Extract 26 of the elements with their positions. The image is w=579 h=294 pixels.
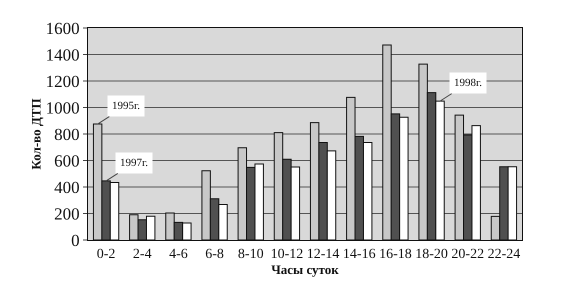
x-tick-label: 2-4	[132, 246, 152, 262]
y-tick-label: 800	[54, 124, 80, 144]
annotation: 1995г.	[112, 100, 140, 112]
y-tick-label: 1200	[46, 72, 80, 91]
x-tick-label: 14-16	[342, 246, 376, 262]
x-tick-label: 0-2	[96, 246, 116, 262]
x-tick-label: 16-18	[379, 246, 412, 262]
y-tick-label: 1600	[46, 18, 80, 38]
annotation: 1997г.	[120, 157, 148, 169]
x-tick-label: 4-6	[169, 246, 188, 262]
y-tick-label: 200	[54, 204, 80, 224]
x-tick-label: 18-20	[415, 246, 448, 262]
y-tick-label: 1400	[46, 45, 80, 64]
x-tick-label: 20-22	[451, 246, 484, 262]
x-axis-title: Часы суток	[271, 262, 340, 277]
x-tick-label: 8-10	[238, 246, 264, 262]
x-tick-label: 12-14	[306, 246, 340, 262]
x-tick-label: 6-8	[205, 246, 224, 262]
annotation: 1998г.	[454, 77, 482, 89]
y-tick-label: 1000	[46, 98, 80, 118]
y-axis-title: Кол-во ДТП	[28, 98, 44, 170]
x-tick-label: 10-12	[270, 246, 304, 262]
x-tick-label: 22-24	[488, 246, 520, 262]
y-tick-label: 400	[54, 178, 80, 197]
y-tick-label: 600	[54, 151, 80, 170]
y-tick-label: 0	[71, 230, 80, 250]
